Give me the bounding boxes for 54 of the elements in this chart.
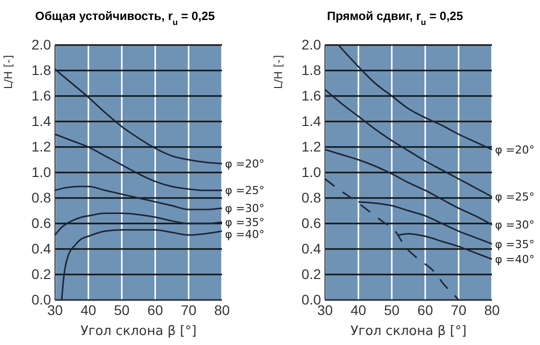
x-tick-label: 60 xyxy=(147,302,164,318)
line-series xyxy=(324,88,493,198)
y-tick-label: 0.8 xyxy=(32,189,52,206)
y-tick-label: 0.2 xyxy=(302,266,322,282)
x-tick-label: 80 xyxy=(214,302,230,318)
y-tick-label: 0.2 xyxy=(32,266,52,282)
y-tick-label: 0.4 xyxy=(302,240,322,256)
line-series xyxy=(54,134,223,192)
y-tick-label: 1.4 xyxy=(302,112,322,129)
y-tick-label: 1.8 xyxy=(32,62,52,78)
x-tick-label: 40 xyxy=(350,302,366,318)
series-label: φ =25° xyxy=(225,184,264,198)
chart-title: Прямой сдвиг, r$_{u}$ = 0,25 xyxy=(326,9,464,27)
y-tick-label: 1.0 xyxy=(32,164,52,180)
series-label: φ =30° xyxy=(495,218,534,232)
y-tick-label: 1.4 xyxy=(32,112,52,129)
y-tick-label: 2.0 xyxy=(32,36,52,52)
series-label: φ =25° xyxy=(495,190,534,204)
y-tick-label: 0.6 xyxy=(32,214,52,231)
y-axis-title: L/H [-] xyxy=(272,55,285,90)
y-tick-label: 1.8 xyxy=(302,62,322,78)
x-tick-label: 70 xyxy=(180,302,197,318)
y-tick-label: 1.6 xyxy=(302,87,322,104)
y-tick-label: 1.6 xyxy=(32,87,52,104)
line-series xyxy=(338,44,493,150)
x-tick-label: 60 xyxy=(417,302,434,318)
line-series xyxy=(60,229,223,301)
series-label: φ =40° xyxy=(225,228,264,242)
line-series xyxy=(54,186,223,210)
series-label: φ =30° xyxy=(225,202,264,216)
y-tick-label: 0.4 xyxy=(32,240,52,256)
x-axis-title: Угол склона β [°] xyxy=(350,324,467,339)
x-tick-label: 50 xyxy=(384,302,400,318)
x-tick-label: 70 xyxy=(450,302,467,318)
series-label: φ =35° xyxy=(495,238,534,251)
chart-title: Общая устойчивость, r$_{u}$ = 0,25 xyxy=(35,9,216,27)
series-label: φ =40° xyxy=(495,253,534,266)
y-tick-label: 1.0 xyxy=(302,164,322,180)
y-tick-label: 1.2 xyxy=(302,138,322,154)
y-tick-label: 0.6 xyxy=(302,214,322,231)
y-tick-label: 2.0 xyxy=(302,36,322,52)
y-tick-label: 0.8 xyxy=(302,189,322,206)
x-tick-label: 40 xyxy=(80,302,96,318)
line-series xyxy=(54,68,223,164)
x-tick-label: 50 xyxy=(114,302,130,318)
line-series xyxy=(324,148,493,226)
y-axis-title: L/H [-] xyxy=(2,55,15,90)
series-label: φ =35° xyxy=(225,216,264,230)
line-series xyxy=(54,212,223,236)
series-label: φ =20° xyxy=(495,143,534,156)
y-tick-label: 1.2 xyxy=(32,138,52,154)
x-tick-label: 80 xyxy=(484,302,500,318)
x-axis-title: Угол склона β [°] xyxy=(80,324,197,339)
series-label: φ =20° xyxy=(225,157,264,170)
